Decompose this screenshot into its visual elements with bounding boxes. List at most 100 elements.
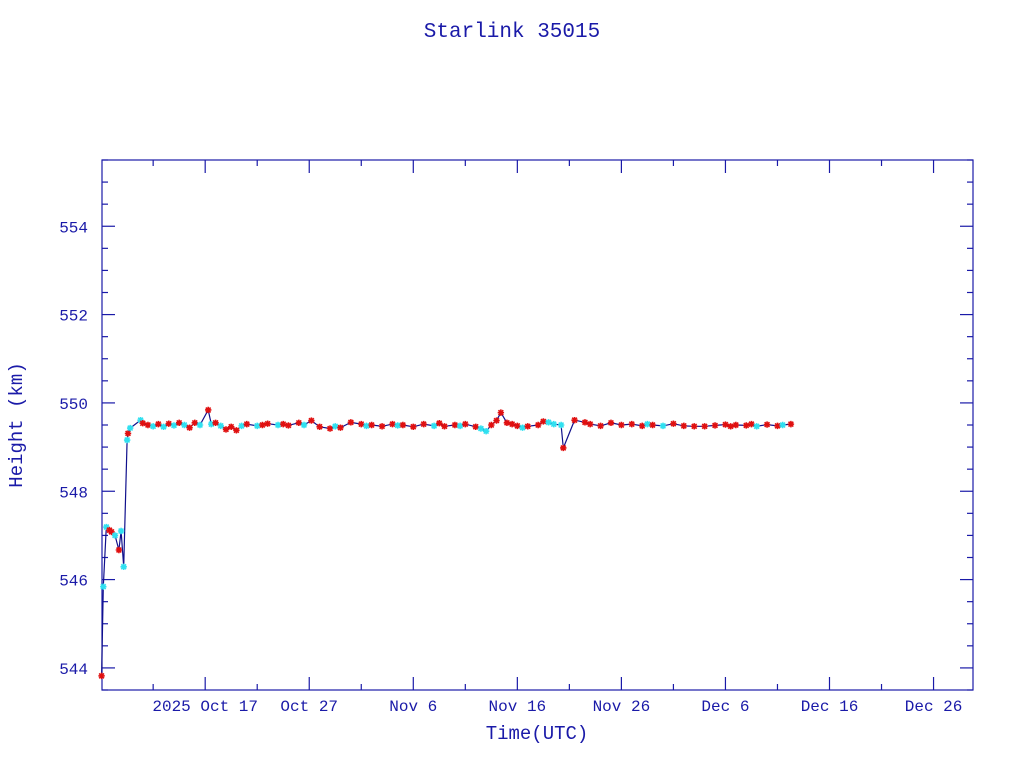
data-point-red xyxy=(497,409,505,416)
data-point-red xyxy=(295,419,303,426)
data-point-red xyxy=(115,546,123,554)
data-point-red xyxy=(503,419,511,426)
data-point-red xyxy=(560,444,567,452)
data-point-cyan xyxy=(170,422,178,429)
data-point-red xyxy=(378,423,386,430)
data-point-red xyxy=(472,423,479,430)
y-tick-label: 554 xyxy=(59,219,88,237)
data-point-cyan xyxy=(300,421,308,429)
data-markers xyxy=(98,406,795,680)
data-point-red xyxy=(691,423,698,430)
x-tick-label: Dec 16 xyxy=(801,698,859,716)
x-tick-label: Oct 27 xyxy=(280,698,338,716)
x-tick-label: Nov 26 xyxy=(593,698,651,716)
data-point-red xyxy=(743,422,750,429)
data-point-cyan xyxy=(274,421,282,429)
x-tick-label: Dec 26 xyxy=(905,698,963,716)
height-line xyxy=(101,408,791,676)
data-point-red xyxy=(316,423,323,430)
data-point-cyan xyxy=(545,419,552,426)
data-point-red xyxy=(670,420,677,427)
x-tick-label: Nov 6 xyxy=(389,698,437,716)
data-point-red xyxy=(628,420,635,428)
data-point-red xyxy=(227,423,235,430)
data-point-cyan xyxy=(196,421,204,429)
data-point-red xyxy=(259,421,266,429)
data-point-red xyxy=(534,421,542,429)
data-point-red xyxy=(508,420,516,428)
data-point-cyan xyxy=(111,532,119,539)
data-point-red xyxy=(308,417,315,424)
data-point-cyan xyxy=(217,422,224,430)
x-axis-label: Time(UTC) xyxy=(486,723,589,745)
data-point-red xyxy=(436,420,443,427)
data-point-red xyxy=(285,422,292,429)
data-point-red xyxy=(680,422,688,430)
data-point-red xyxy=(337,424,344,431)
data-point-red xyxy=(722,421,729,428)
data-point-cyan xyxy=(181,421,188,429)
data-point-red xyxy=(787,420,795,428)
x-tick-label: 2025 Oct 17 xyxy=(152,698,258,716)
data-point-red xyxy=(711,422,719,429)
data-point-cyan xyxy=(137,416,144,424)
data-point-red xyxy=(540,418,547,425)
data-point-red xyxy=(205,406,212,414)
data-point-cyan xyxy=(160,423,167,430)
data-point-red xyxy=(493,417,500,424)
data-point-red xyxy=(488,421,495,429)
data-point-red xyxy=(441,423,448,430)
data-point-red xyxy=(649,421,656,429)
data-point-cyan xyxy=(332,423,339,430)
data-point-red xyxy=(748,420,755,428)
data-point-cyan xyxy=(659,422,667,430)
data-point-red xyxy=(524,423,531,430)
data-point-cyan xyxy=(550,420,557,428)
data-point-red xyxy=(410,423,417,430)
data-point-cyan xyxy=(430,422,438,430)
data-point-red xyxy=(763,421,771,428)
data-point-red xyxy=(420,420,427,428)
tick-labels: 544 546 548 550 552 554 2025 Oct 17 Oct 27 Nov 6… xyxy=(59,219,962,716)
y-tick-label: 546 xyxy=(59,573,88,591)
data-point-red xyxy=(462,420,469,428)
data-point-red xyxy=(727,423,734,430)
data-point-cyan xyxy=(238,422,245,430)
data-point-cyan xyxy=(149,423,157,430)
data-point-red xyxy=(186,424,193,431)
data-point-red xyxy=(144,421,152,429)
data-point-cyan xyxy=(394,422,401,429)
data-point-red xyxy=(639,422,646,430)
data-point-cyan xyxy=(208,420,215,428)
data-point-red xyxy=(586,420,594,428)
series-line xyxy=(101,408,791,676)
data-point-red xyxy=(597,422,604,430)
data-point-red xyxy=(155,420,162,428)
data-point-red xyxy=(607,419,615,426)
data-point-red xyxy=(191,419,198,426)
y-axis-label: Height (km) xyxy=(6,362,28,487)
data-point-red xyxy=(732,421,740,429)
data-point-cyan xyxy=(103,523,110,531)
data-point-cyan xyxy=(644,420,651,428)
y-tick-label: 550 xyxy=(59,396,88,414)
data-point-red xyxy=(233,427,240,434)
data-point-red xyxy=(581,419,589,426)
y-tick-label: 544 xyxy=(59,661,88,679)
data-point-cyan xyxy=(753,423,760,430)
data-point-cyan xyxy=(477,425,485,432)
data-point-red xyxy=(514,422,521,430)
x-tick-label: Nov 16 xyxy=(489,698,547,716)
data-point-cyan xyxy=(482,427,490,435)
data-point-red xyxy=(347,419,355,426)
data-point-red xyxy=(701,423,708,430)
data-point-red xyxy=(368,421,375,429)
data-point-red xyxy=(124,430,132,437)
data-point-cyan xyxy=(100,583,107,590)
y-tick-label: 548 xyxy=(59,484,88,502)
data-point-cyan xyxy=(120,563,127,570)
data-point-red xyxy=(358,420,365,428)
data-point-red xyxy=(243,420,251,428)
